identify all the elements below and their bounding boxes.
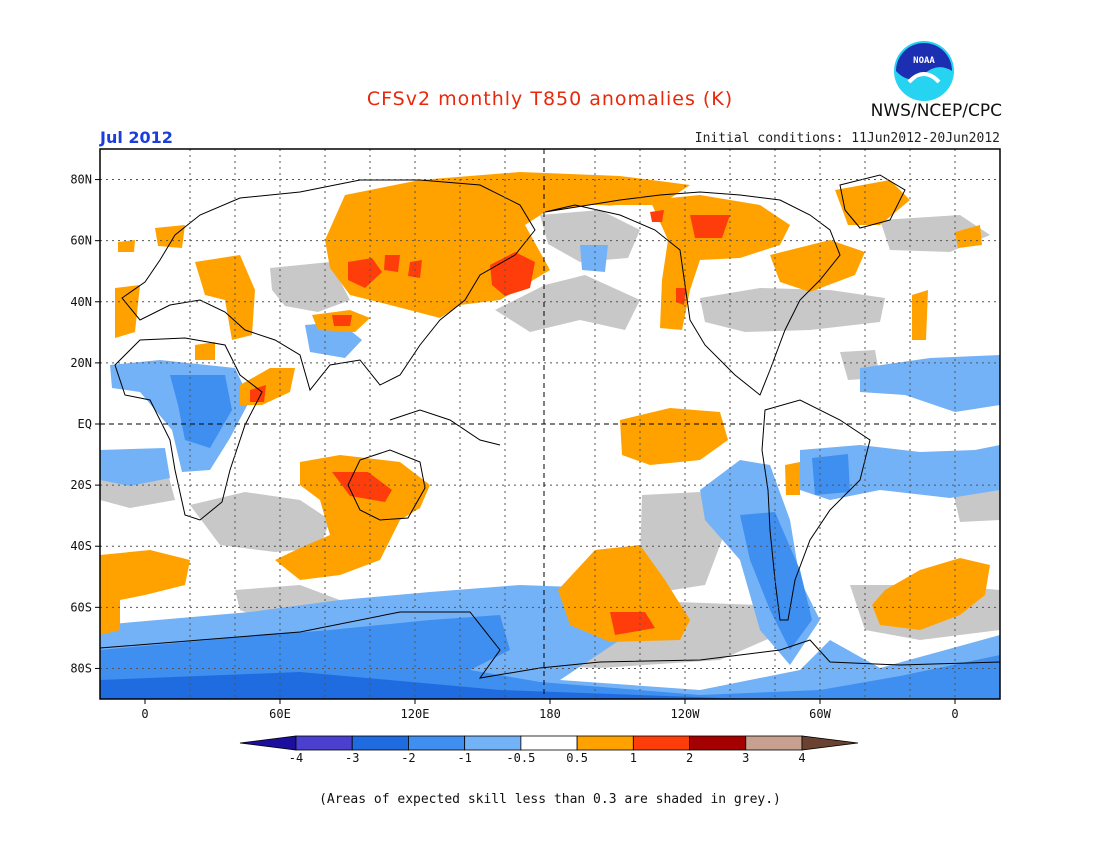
low-skill-region [270,262,350,312]
skill-caption: (Areas of expected skill less than 0.3 a… [319,792,781,807]
warm-anomaly-region [115,285,140,338]
lat-tick-label: 60N [70,234,92,248]
low-skill-region [190,492,330,552]
colorbar-swatch [632,735,690,751]
colorbar-swatch [745,735,803,751]
cold-anomaly-region [100,672,750,699]
noaa-logo-icon: NOAA [894,41,954,101]
colorbar-tick-label: -4 [289,751,303,765]
lon-tick-label: 60E [269,707,291,721]
colorbar-tick-label: -1 [457,751,471,765]
colorbar-swatch [520,735,578,751]
warm-anomaly-region [332,315,352,326]
warm-anomaly-region [195,342,215,360]
cold-anomaly-region [800,445,1000,500]
lon-tick-label: 0 [951,707,958,721]
colorbar-tick-label: 2 [686,751,693,765]
cold-anomaly-region [812,454,850,495]
lon-tick-label: 120E [401,707,430,721]
lon-tick-label: 0 [141,707,148,721]
warm-anomaly-region [872,558,990,630]
cold-anomaly-region [740,512,812,650]
colorbar-tick-label: -0.5 [506,751,535,765]
colorbar-lower-arrow [239,735,297,751]
warm-anomaly-region [100,550,190,635]
warm-anomaly-region [690,215,730,238]
colorbar-swatch [295,735,353,751]
colorbar: -4 -3 -2 -1 -0.5 0.5 1 2 3 4 [239,735,859,765]
coastline-africa [114,337,263,521]
lat-tick-label: 40S [70,539,92,553]
low-skill-region [540,210,640,262]
lat-tick-label: EQ [78,417,92,431]
coastline-greenland [839,174,906,229]
anomaly-fields [100,172,1000,699]
warm-anomaly-region [785,462,800,495]
coastline-north-america [544,191,841,396]
warm-anomaly-region [118,240,135,252]
lat-tick-label: 40N [70,295,92,309]
warm-anomaly-region [835,180,910,225]
colorbar-tick-label: 3 [742,751,749,765]
longitude-labels: 0 60E 120E 180 120W 60W 0 [141,699,959,721]
chart-title: CFSv2 monthly T850 anomalies (K) [366,88,734,110]
colorbar-swatch [464,735,522,751]
valid-month-label: Jul 2012 [100,128,173,147]
coastline-australia [347,449,426,521]
lon-tick-label: 180 [539,707,561,721]
lon-tick-label: 60W [809,707,831,721]
cold-anomaly-region [100,448,170,486]
warm-anomaly-region [770,240,865,292]
colorbar-tick-label: 0.5 [566,751,588,765]
warm-anomaly-region [348,258,382,288]
cold-anomaly-region [170,375,232,448]
warm-anomaly-region [384,255,400,272]
low-skill-region [495,275,640,332]
cold-anomaly-region [860,355,1000,412]
warm-anomaly-region [650,210,664,222]
lat-tick-label: 20S [70,478,92,492]
lat-tick-label: 60S [70,600,92,614]
coastline-maritime-continent [389,409,501,446]
colorbar-swatch [408,735,466,751]
colorbar-swatch [351,735,409,751]
warm-anomaly-region [610,612,655,635]
coastline-south-america [761,399,871,621]
warm-anomaly-region [275,455,430,580]
cold-anomaly-region [580,245,608,272]
warm-anomaly-region [558,545,690,642]
warm-anomaly-region [955,225,982,248]
colorbar-tick-label: -3 [345,751,359,765]
coastline-eurasia [121,179,536,392]
warm-anomaly-region [332,472,392,502]
colorbar-tick-label: -2 [401,751,415,765]
lat-tick-label: 80N [70,173,92,187]
lat-tick-label: 20N [70,356,92,370]
colorbar-tick-label: 1 [630,751,637,765]
low-skill-region [700,288,885,332]
warm-anomaly-region [620,408,728,465]
colorbar-swatch [689,735,747,751]
warm-anomaly-region [325,172,690,318]
low-skill-region [640,492,722,592]
initial-conditions-label: Initial conditions: 11Jun2012-20Jun2012 [694,131,1000,146]
warm-anomaly-region [195,255,255,340]
colorbar-upper-arrow [801,735,859,751]
agency-label: NWS/NCEP/CPC [870,101,1002,121]
logo-text: NOAA [913,56,935,66]
lon-tick-label: 120W [671,707,701,721]
warm-anomaly-region [250,385,266,402]
warm-anomaly-region [676,288,686,305]
warm-anomaly-region [912,290,928,340]
colorbar-swatch [576,735,634,751]
latitude-labels: 80N 60N 40N 20N EQ 20S 40S 60S 80S [70,173,100,675]
warm-anomaly-region [155,225,185,248]
lat-tick-label: 80S [70,661,92,675]
colorbar-tick-label: 4 [798,751,805,765]
